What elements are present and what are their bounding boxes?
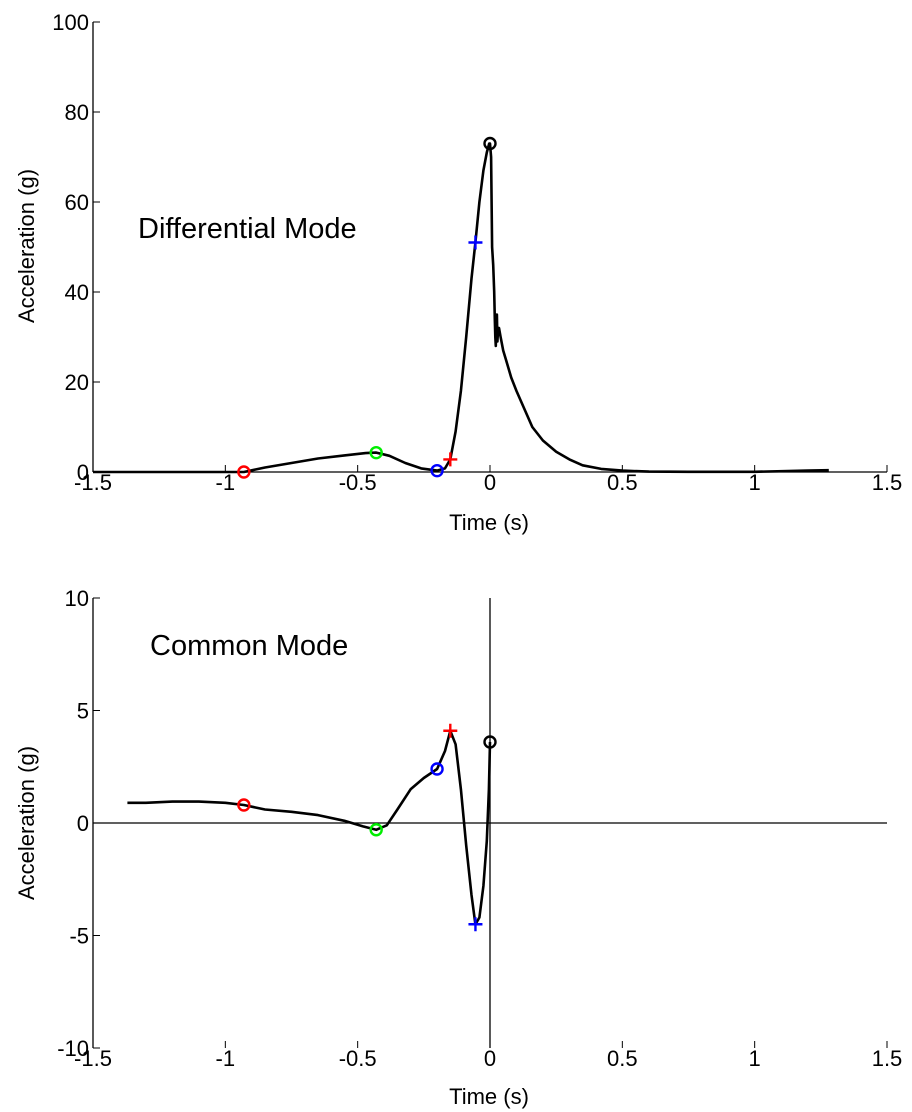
x-tick-label: -0.5: [339, 470, 377, 495]
x-tick-label: -0.5: [339, 1046, 377, 1071]
y-tick-label: 0: [77, 811, 89, 836]
x-tick-label: 0.5: [607, 1046, 638, 1071]
series-line: [127, 729, 492, 926]
x-tick-label: 1.5: [872, 1046, 903, 1071]
event-marker-plus: [443, 452, 458, 467]
x-tick-label: -1.5: [74, 470, 112, 495]
x-tick-label: 1: [749, 470, 761, 495]
event-marker-circle: [369, 445, 383, 460]
event-marker-plus: [443, 723, 458, 738]
x-tick-label: -1.5: [74, 1046, 112, 1071]
y-tick-label: -10: [57, 1036, 89, 1061]
event-marker-plus: [468, 235, 483, 250]
x-tick-label: 0: [484, 1046, 496, 1071]
x-tick-label: 1: [749, 1046, 761, 1071]
event-marker-plus: [468, 917, 483, 932]
x-tick-label: 0.5: [607, 470, 638, 495]
x-tick-label: 1.5: [872, 470, 903, 495]
differential-mode-chart: Differential Mode Time (s) Acceleration …: [14, 10, 902, 535]
y-axis-label: Acceleration (g): [14, 169, 39, 323]
event-marker-circle: [369, 823, 383, 837]
x-axis-label: Time (s): [449, 510, 529, 535]
event-marker-circle: [483, 136, 497, 151]
event-marker-circle: [430, 463, 444, 478]
y-tick-label: 60: [65, 190, 89, 215]
y-tick-label: -5: [69, 924, 89, 949]
y-axis-label: Acceleration (g): [14, 746, 39, 900]
event-marker-circle: [237, 465, 251, 479]
x-tick-label: 0: [484, 470, 496, 495]
y-tick-label: 100: [52, 10, 89, 35]
y-tick-label: 80: [65, 100, 89, 125]
event-marker-circle: [430, 762, 444, 776]
y-tick-label: 20: [65, 370, 89, 395]
common-mode-annotation: Common Mode: [150, 630, 348, 662]
differential-mode-annotation: Differential Mode: [138, 213, 357, 245]
x-axis-label: Time (s): [449, 1084, 529, 1109]
y-tick-label: 10: [65, 586, 89, 611]
event-marker-circle: [483, 735, 497, 749]
event-marker-circle: [237, 798, 251, 812]
common-mode-chart: Common Mode Time (s) Acceleration (g) -1…: [14, 586, 902, 1109]
y-tick-label: 40: [65, 280, 89, 305]
x-tick-label: -1: [216, 470, 236, 495]
y-tick-label: 5: [77, 699, 89, 724]
series-line: [93, 142, 829, 474]
y-tick-label: 0: [77, 460, 89, 485]
x-tick-label: -1: [216, 1046, 236, 1071]
